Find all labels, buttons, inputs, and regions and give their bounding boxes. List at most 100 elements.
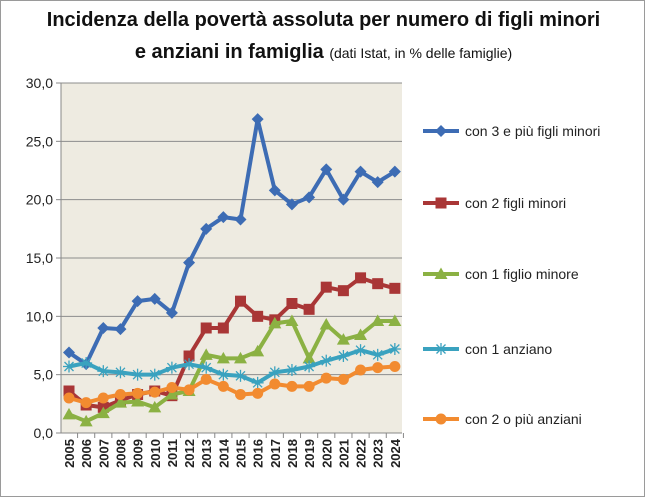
x-tick-label: 2016 <box>251 439 266 468</box>
data-point <box>97 365 110 378</box>
x-tick-label: 2015 <box>234 439 249 468</box>
data-point <box>372 362 384 374</box>
star-stroke <box>321 355 332 366</box>
data-point <box>217 211 230 224</box>
data-point <box>234 351 247 364</box>
star-stroke <box>304 361 315 372</box>
data-point <box>235 295 246 307</box>
star-stroke <box>149 369 160 380</box>
y-tick-label: 30,0 <box>26 75 53 91</box>
data-point <box>251 113 264 126</box>
data-point <box>217 368 230 381</box>
x-tick-label: 2006 <box>79 439 94 468</box>
data-point <box>252 387 264 399</box>
data-point <box>114 366 127 379</box>
data-point <box>234 369 247 382</box>
data-point <box>114 323 127 336</box>
data-point <box>337 350 350 362</box>
chart-subtitle: (dati Istat, in % delle famiglie) <box>329 45 513 61</box>
chart-title: Incidenza della povertà assoluta per num… <box>46 9 601 31</box>
star-stroke <box>338 351 349 361</box>
data-point <box>217 380 229 392</box>
x-tick-label: 2011 <box>165 439 180 467</box>
data-point <box>336 333 350 345</box>
data-point <box>62 407 76 420</box>
data-point <box>389 282 401 294</box>
data-point <box>268 366 281 379</box>
star-stroke <box>166 362 177 373</box>
legend-label: con 1 figlio minore <box>465 266 579 282</box>
data-point <box>63 385 75 397</box>
data-point <box>63 346 75 359</box>
y-tick-label: 20,0 <box>26 192 53 208</box>
y-tick-label: 5,0 <box>34 367 54 383</box>
data-point <box>234 213 247 226</box>
legend-marker <box>435 343 447 355</box>
data-point <box>148 400 162 413</box>
star-stroke <box>81 358 92 368</box>
series-con-1-figlio-minore <box>62 314 402 427</box>
data-point <box>320 281 332 293</box>
data-point <box>354 165 367 178</box>
star-stroke <box>184 359 195 370</box>
data-point <box>303 360 316 373</box>
data-point <box>183 358 196 371</box>
y-tick-label: 0,0 <box>34 425 54 441</box>
x-tick-label: 2022 <box>354 439 369 468</box>
x-tick-label: 2020 <box>319 439 334 468</box>
data-point <box>235 389 246 400</box>
data-point <box>337 285 349 297</box>
x-tick-label: 2008 <box>113 439 128 468</box>
data-point <box>319 318 333 330</box>
data-point <box>183 384 195 396</box>
star-stroke <box>132 369 143 380</box>
data-point <box>80 357 93 369</box>
x-tick-label: 2014 <box>216 438 231 468</box>
legend-label: con 1 anziano <box>465 341 552 357</box>
star-stroke <box>389 344 400 354</box>
data-point <box>200 361 213 374</box>
star-stroke <box>252 377 263 388</box>
data-point <box>165 361 178 374</box>
x-tick-label: 2021 <box>336 439 351 468</box>
data-point <box>286 380 298 392</box>
legend-marker <box>434 267 448 279</box>
data-point <box>268 316 282 329</box>
data-point <box>303 191 316 204</box>
x-tick-label: 2005 <box>62 439 77 468</box>
data-point <box>216 351 230 364</box>
legend-marker <box>435 125 447 137</box>
data-point <box>355 272 367 284</box>
data-point <box>285 314 299 326</box>
data-point <box>320 372 332 384</box>
legend-label: con 2 o più anziani <box>465 411 582 427</box>
data-point <box>285 198 298 211</box>
y-tick-label: 10,0 <box>26 308 53 324</box>
data-point <box>303 380 315 392</box>
x-tick-label: 2018 <box>285 439 300 468</box>
data-point <box>302 351 316 364</box>
data-point <box>303 303 315 315</box>
data-point <box>131 368 144 381</box>
y-tick-label: 25,0 <box>26 133 53 149</box>
legend-item: con 2 figli minori <box>423 195 566 211</box>
legend-label: con 2 figli minori <box>465 195 566 211</box>
data-point <box>63 360 75 373</box>
data-point <box>113 396 127 408</box>
data-point <box>148 292 161 305</box>
x-tick-label: 2007 <box>96 439 111 468</box>
data-point <box>97 392 109 404</box>
data-point <box>354 344 367 357</box>
legend-item: con 1 figlio minore <box>423 266 579 282</box>
data-point <box>183 256 196 269</box>
data-point <box>200 322 212 334</box>
series-con-2-o-pi-anziani <box>63 361 401 409</box>
legend-label: con 3 e più figli minori <box>465 123 600 139</box>
data-point <box>388 165 401 178</box>
star-stroke <box>64 361 74 372</box>
data-point <box>251 376 264 389</box>
x-tick-label: 2017 <box>268 439 283 468</box>
legend-marker <box>435 413 447 425</box>
data-point <box>320 163 333 176</box>
